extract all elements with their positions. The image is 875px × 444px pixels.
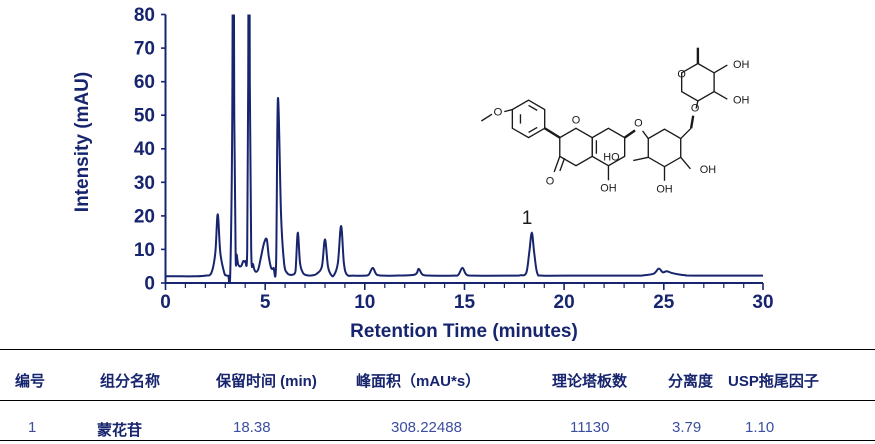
svg-text:25: 25 bbox=[653, 292, 675, 313]
svg-text:O: O bbox=[634, 118, 642, 130]
svg-text:0: 0 bbox=[160, 292, 171, 313]
svg-text:1: 1 bbox=[522, 208, 533, 229]
svg-text:15: 15 bbox=[454, 292, 476, 313]
svg-text:30: 30 bbox=[134, 173, 155, 194]
svg-text:OH: OH bbox=[733, 59, 749, 71]
svg-text:O: O bbox=[691, 103, 699, 115]
svg-text:10: 10 bbox=[134, 240, 155, 261]
svg-text:OH: OH bbox=[656, 184, 672, 196]
svg-text:OH: OH bbox=[600, 183, 616, 195]
svg-text:Intensity (mAU): Intensity (mAU) bbox=[72, 72, 93, 212]
svg-text:20: 20 bbox=[134, 206, 155, 227]
svg-text:O: O bbox=[546, 175, 554, 187]
svg-text:50: 50 bbox=[134, 106, 155, 127]
svg-text:OH: OH bbox=[733, 94, 749, 106]
svg-text:10: 10 bbox=[354, 292, 375, 313]
svg-text:O: O bbox=[677, 68, 685, 80]
svg-text:5: 5 bbox=[260, 292, 271, 313]
svg-text:O: O bbox=[572, 115, 580, 127]
svg-text:O: O bbox=[494, 106, 503, 118]
svg-text:30: 30 bbox=[752, 292, 773, 313]
svg-text:Retention Time (minutes): Retention Time (minutes) bbox=[350, 321, 578, 342]
svg-text:70: 70 bbox=[134, 39, 155, 60]
svg-text:40: 40 bbox=[134, 139, 155, 160]
svg-text:60: 60 bbox=[134, 72, 155, 93]
svg-text:20: 20 bbox=[554, 292, 575, 313]
svg-text:0: 0 bbox=[144, 274, 155, 295]
svg-text:OH: OH bbox=[700, 164, 716, 176]
svg-text:HO: HO bbox=[603, 152, 619, 164]
svg-text:80: 80 bbox=[134, 5, 155, 26]
